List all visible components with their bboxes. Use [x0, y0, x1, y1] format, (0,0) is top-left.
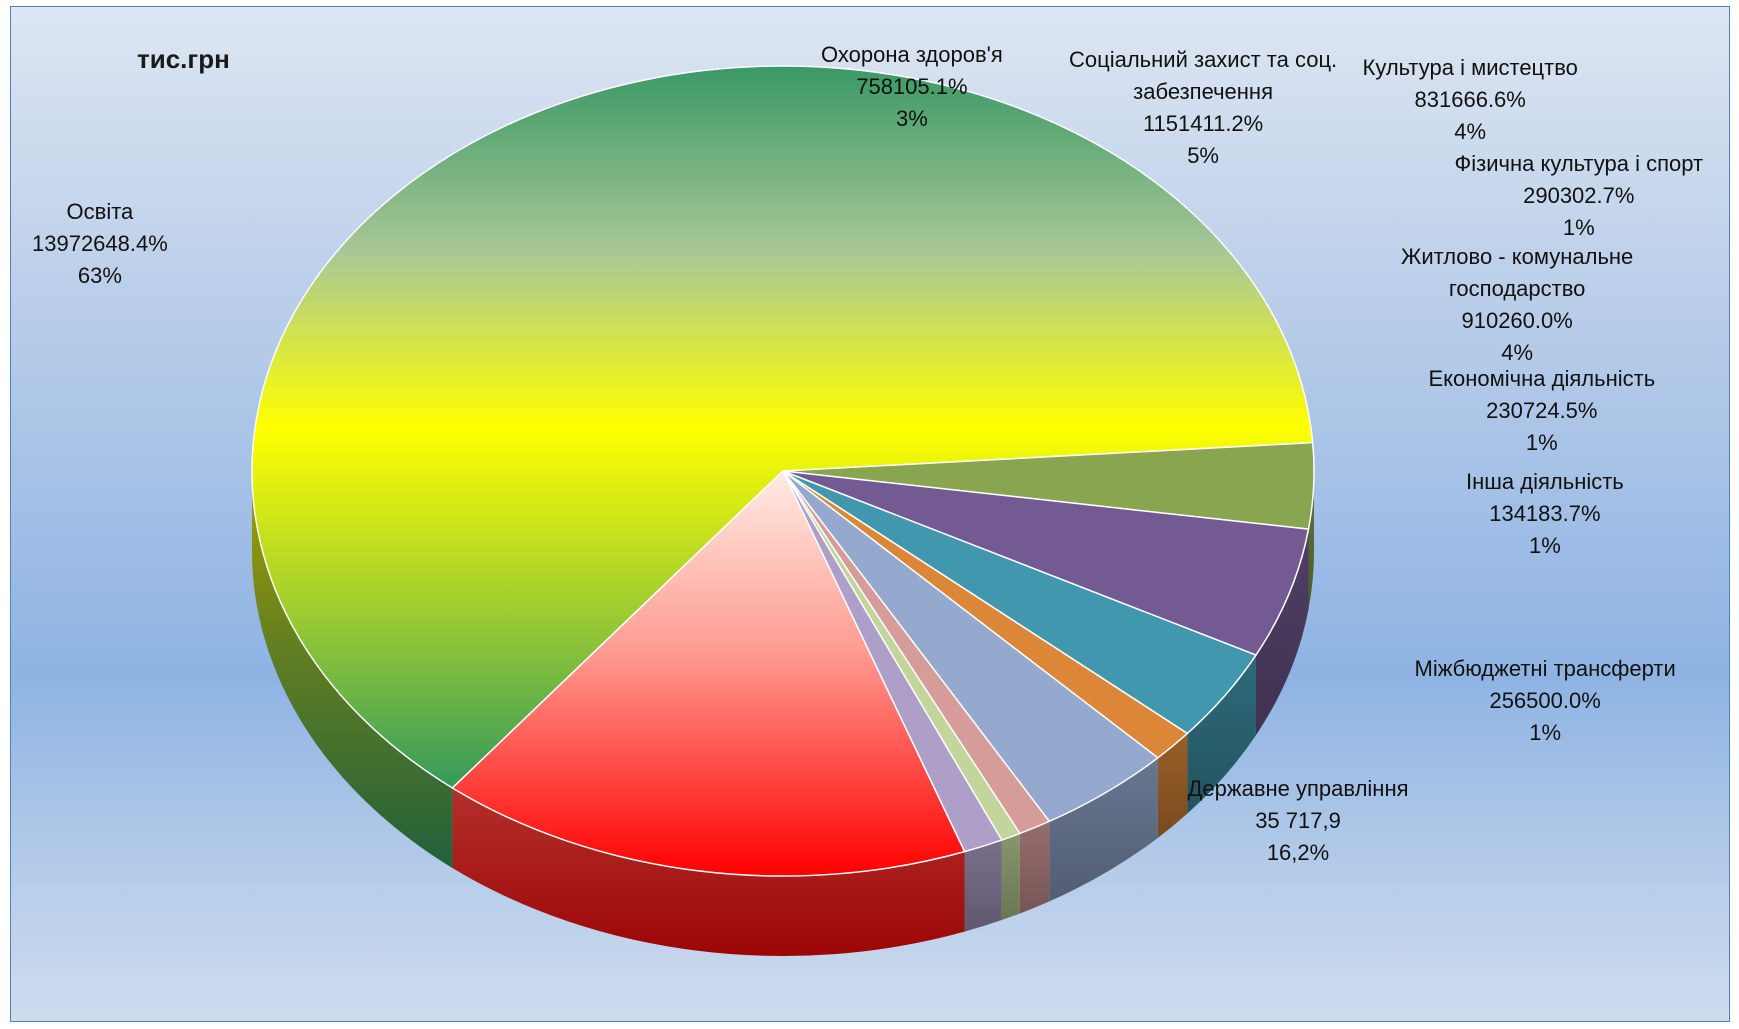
unit-title: тис.грн [137, 44, 230, 74]
pie-slice-9 [451, 470, 966, 877]
pie-side-shade-8-0 [964, 840, 1002, 932]
data-label-line: Освіта [66, 199, 134, 224]
data-label-line: 4% [1454, 119, 1487, 144]
data-label-line: 910260.0% [1461, 308, 1573, 333]
data-label-line: Міжбюджетні трансферти [1414, 656, 1676, 681]
pie-side-shade-4-0 [1157, 733, 1188, 838]
data-label-line: 16,2% [1266, 840, 1330, 865]
data-label-line: 256500.0% [1489, 688, 1601, 713]
data-label-8: Міжбюджетні трансферти 256500.0% 1% [1415, 653, 1676, 749]
data-label-line: 1% [1525, 430, 1558, 455]
data-label-line: Державне управління [1187, 776, 1409, 801]
data-label-3: Культура і мистецтво 831666.6% 4% [1363, 52, 1578, 148]
pie-slice-0 [251, 65, 1314, 789]
data-label-line: 758105.1% [856, 74, 968, 99]
data-label-line: Економічна діяльність [1428, 366, 1656, 391]
data-label-line: Соціальний захист та соц. [1069, 47, 1338, 72]
data-label-line: Інша діяльність [1466, 469, 1624, 494]
pie-slice-2 [782, 470, 1310, 656]
data-label-line: забезпечення [1133, 79, 1273, 104]
pie-side-shade-6-0 [1019, 821, 1050, 914]
pie-side-shade-5-0 [1049, 757, 1158, 902]
data-label-line: 35 717,9 [1255, 808, 1341, 833]
data-label-9: Державне управління 35 717,9 16,2% [1188, 773, 1409, 869]
data-label-line: 831666.6% [1414, 87, 1526, 112]
data-label-line: Житлово - комунальне [1401, 244, 1634, 269]
pie-side-0-0 [252, 471, 453, 868]
pie-side-shade-2-0 [1255, 529, 1309, 736]
data-label-4: Фізична культура і спорт 290302.7% 1% [1455, 148, 1704, 244]
pie-side-shade-7-0 [1001, 833, 1020, 921]
data-label-line: господарство [1448, 276, 1586, 301]
data-label-6: Економічна діяльність 230724.5% 1% [1429, 363, 1656, 459]
data-label-line: 5% [1187, 143, 1219, 168]
pie-side-9-0 [452, 787, 965, 957]
pie-side-shade-3-0 [1187, 655, 1256, 814]
data-label-line: 1% [1528, 533, 1561, 558]
data-label-line: 3% [895, 106, 928, 131]
data-label-7: Інша діяльність 134183.7% 1% [1466, 466, 1624, 562]
data-label-line: 4% [1501, 340, 1534, 365]
data-label-line: Охорона здоров'я [821, 42, 1003, 67]
data-label-2: Соціальний захист та соц. забезпечення 115… [1069, 44, 1337, 172]
data-label-0: Освіта 13972648.4% 63% [32, 196, 168, 292]
data-label-line: 134183.7% [1489, 501, 1601, 526]
data-label-5: Житлово - комунальне господарство 910260.0… [1401, 241, 1633, 369]
data-label-line: 1% [1562, 215, 1595, 240]
data-label-line: 290302.7% [1523, 183, 1635, 208]
data-label-line: 230724.5% [1486, 398, 1598, 423]
data-label-line: 13972648.4% [32, 231, 168, 256]
data-label-line: Фізична культура і спорт [1454, 151, 1704, 176]
data-label-1: Охорона здоров'я 758105.1% 3% [821, 39, 1003, 135]
data-label-line: 63% [77, 263, 122, 288]
data-label-line: 1151411.2% [1142, 111, 1264, 136]
data-label-line: 1% [1529, 720, 1562, 745]
data-label-line: Культура і мистецтво [1362, 55, 1578, 80]
